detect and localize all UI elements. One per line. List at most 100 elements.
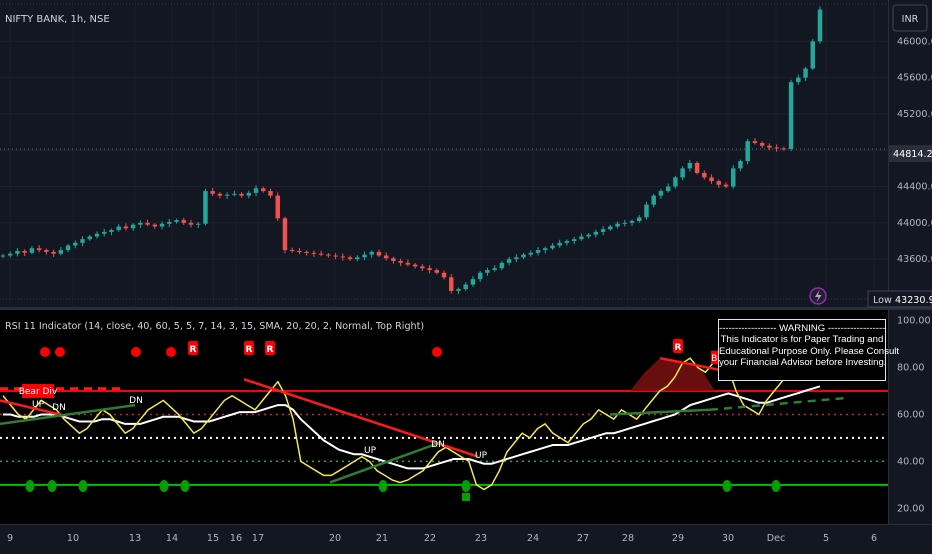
candle-body <box>767 145 772 148</box>
lightning-icon[interactable] <box>809 287 827 305</box>
candle-body <box>383 255 389 259</box>
candle-body <box>326 254 331 256</box>
oversold-dot <box>180 480 190 492</box>
candle-body <box>109 230 114 232</box>
candle-body <box>535 250 541 253</box>
candle-body <box>521 254 526 258</box>
bull-trendline-left <box>0 403 136 426</box>
candle-body <box>434 270 440 273</box>
up-label: UP <box>32 400 45 410</box>
candle-body <box>123 226 129 229</box>
candle-body <box>557 242 562 246</box>
candle-body <box>347 257 353 260</box>
up-label: UP <box>475 451 488 461</box>
candle-body <box>159 223 165 227</box>
indicator-axis-ticks: 100.00 80.00 60.00 40.00 20.00 <box>897 316 931 515</box>
candle-body <box>318 253 324 255</box>
time-tick-label: 5 <box>823 533 829 544</box>
dn-label: DN <box>129 396 143 406</box>
time-tick-label: 9 <box>7 533 13 544</box>
candle-body <box>65 245 71 251</box>
candle-body <box>275 195 280 219</box>
candle-body <box>7 253 13 256</box>
candle-body <box>217 193 223 196</box>
candle-body <box>528 252 534 255</box>
candle-body <box>506 259 512 263</box>
price-tick-label: 45600.00 <box>897 73 932 84</box>
candle-body <box>550 245 555 249</box>
bear-trendline-left <box>0 399 61 416</box>
time-tick-label: 14 <box>166 533 178 544</box>
candle-body <box>796 77 801 83</box>
candle-body <box>600 229 606 232</box>
candle-body <box>665 186 671 192</box>
oversold-dot <box>159 480 169 492</box>
low-value: 43230.95 <box>895 295 932 306</box>
signal-markers: R R R R Bear Div Be UP DN DN UP DN UP <box>19 339 781 501</box>
r-badge-bg <box>673 339 683 353</box>
price-tick-label: 43600.00 <box>897 254 932 265</box>
candle-body <box>376 251 382 256</box>
oversold-square <box>462 493 470 501</box>
candle-body <box>477 272 483 280</box>
time-tick-label: 30 <box>722 533 734 544</box>
price-tick-label: 44400.00 <box>897 182 932 193</box>
main-pane-bg[interactable] <box>0 0 888 307</box>
price-tick-label: 46000.00 <box>897 36 932 47</box>
r-badge: R <box>267 345 274 355</box>
oversold-dot <box>78 480 88 492</box>
candle-body <box>564 241 570 243</box>
last-price-badge <box>889 145 932 162</box>
candle-body <box>470 279 476 285</box>
symbol-title: NIFTY BANK, 1h, NSE <box>5 14 110 25</box>
candle-body <box>499 262 505 269</box>
candle-body <box>282 218 288 251</box>
candle-body <box>261 188 266 192</box>
candle-body <box>579 236 584 240</box>
time-tick-label: 10 <box>67 533 79 544</box>
r-badge: R <box>190 345 197 355</box>
r-badge: R <box>675 343 682 353</box>
candle-body <box>680 168 685 178</box>
candle-body <box>224 194 230 196</box>
candle-body <box>101 231 107 234</box>
candle-body <box>615 223 620 227</box>
warning-line-3: Educational Purpose Only. Please Consult <box>719 345 900 357</box>
candle-body <box>116 226 121 231</box>
candle-body <box>73 242 78 246</box>
candle-body <box>246 192 252 196</box>
candle-body <box>44 250 49 252</box>
bull-trendline-projection <box>709 396 846 412</box>
time-tick-label: 15 <box>207 533 219 544</box>
time-tick-label: 17 <box>252 533 264 544</box>
time-tick-label: 23 <box>475 533 487 544</box>
overbought-dot <box>40 347 50 357</box>
pane-divider[interactable] <box>0 307 932 310</box>
candle-body <box>651 195 656 205</box>
candle-body <box>673 177 678 187</box>
candle-body <box>289 250 295 252</box>
candle-body <box>22 250 27 253</box>
candle-body <box>644 204 649 218</box>
ma-line <box>3 385 821 470</box>
candle-body <box>492 268 497 271</box>
low-badge <box>867 290 932 308</box>
currency-button[interactable] <box>892 4 928 32</box>
indicator-lines <box>0 356 888 491</box>
r-badge-bg <box>265 341 275 355</box>
oversold-dot <box>47 480 57 492</box>
candle-body <box>94 233 100 237</box>
candle-body <box>195 223 201 225</box>
candle-body <box>167 221 172 224</box>
candle-body <box>694 162 700 173</box>
candle-body <box>774 147 779 149</box>
candle-body <box>239 193 244 196</box>
dn-label: DN <box>431 440 445 450</box>
candle-body <box>441 272 447 278</box>
time-tick-label: 27 <box>577 533 589 544</box>
time-axis-ticks: 9 10 13 14 15 16 17 20 21 22 23 24 27 28 29 30 Dec 5 6 <box>7 533 877 544</box>
be-label: Be <box>711 354 723 364</box>
oversold-dot <box>771 480 781 492</box>
